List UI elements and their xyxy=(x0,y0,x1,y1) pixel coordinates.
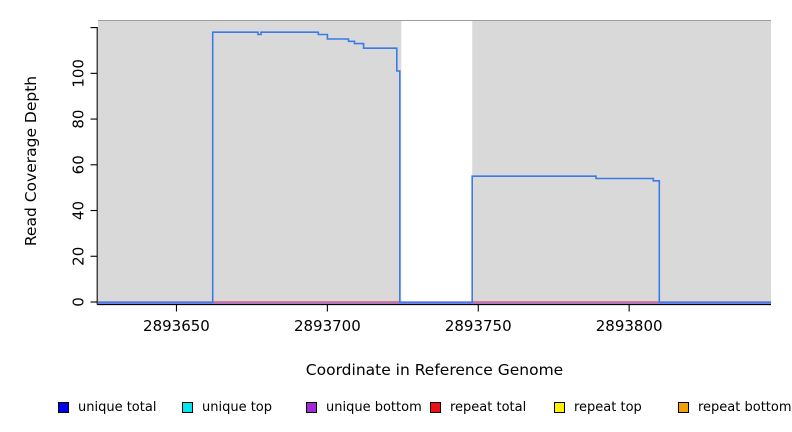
legend-label: unique total xyxy=(78,399,157,415)
y-tick-label: 0 xyxy=(70,297,88,307)
legend-label: unique top xyxy=(202,399,273,415)
legend-swatch-icon xyxy=(182,401,193,413)
legend-item-repeat-top: repeat top xyxy=(554,399,642,415)
legend-label: unique bottom xyxy=(326,399,422,415)
y-axis-title: Read Coverage Depth xyxy=(22,75,40,247)
legend-swatch-icon xyxy=(678,401,689,413)
x-tick-label: 2893750 xyxy=(445,317,512,335)
legend: unique total unique top unique bottom repea… xyxy=(0,399,792,419)
legend-swatch-icon xyxy=(306,401,317,413)
legend-swatch-icon xyxy=(58,401,69,413)
y-tick-label: 100 xyxy=(70,59,88,88)
legend-item-unique-total: unique total xyxy=(58,399,156,415)
y-tick-label: 40 xyxy=(70,201,88,220)
legend-swatch-icon xyxy=(554,401,565,413)
x-tick-label: 2893700 xyxy=(294,317,361,335)
legend-label: repeat bottom xyxy=(698,399,792,415)
y-tick-label: 60 xyxy=(70,155,88,174)
series-unique-total xyxy=(98,31,771,304)
legend-item-unique-bottom: unique bottom xyxy=(306,399,422,415)
shaded-region-left xyxy=(98,20,402,302)
y-tick-label: 20 xyxy=(70,247,88,266)
x-tick-label: 2893650 xyxy=(143,317,210,335)
legend-label: repeat total xyxy=(450,399,527,415)
legend-item-repeat-total: repeat total xyxy=(430,399,526,415)
x-tick-label: 2893800 xyxy=(596,317,663,335)
x-axis-title: Coordinate in Reference Genome xyxy=(305,361,564,379)
legend-item-repeat-bottom: repeat bottom xyxy=(678,399,792,415)
legend-item-unique-top: unique top xyxy=(182,399,272,415)
y-tick-label: 80 xyxy=(70,110,88,129)
shaded-region-right xyxy=(472,20,771,302)
legend-swatch-icon xyxy=(430,401,441,413)
legend-label: repeat top xyxy=(574,399,642,415)
